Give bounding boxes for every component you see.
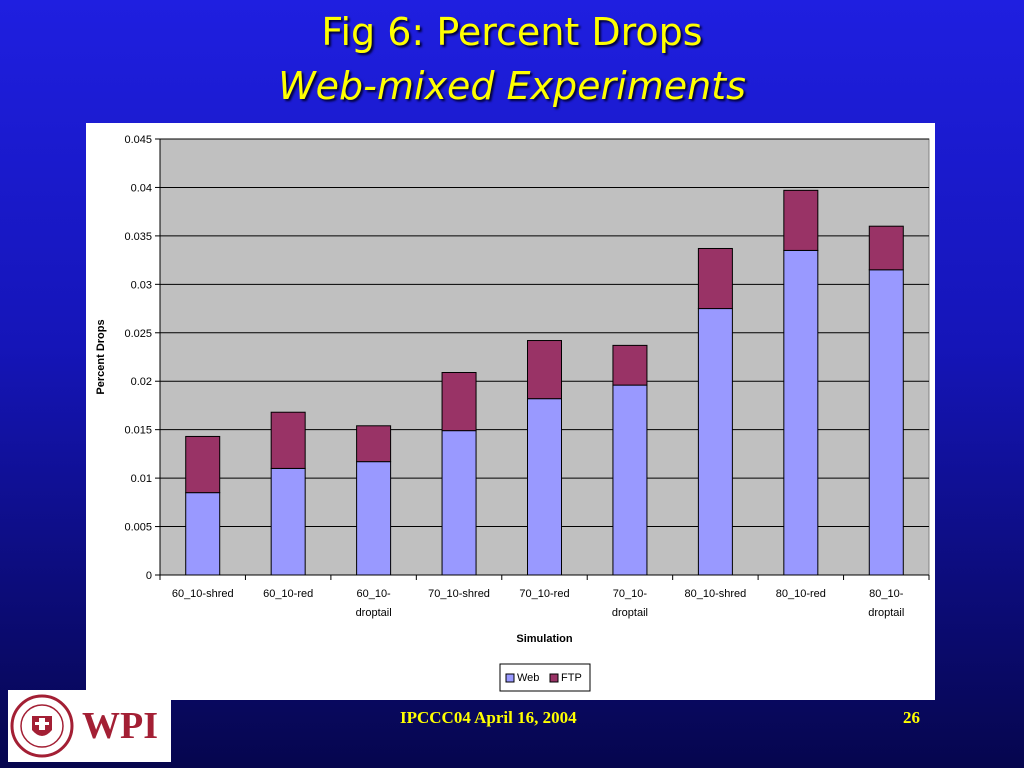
x-tick-label: 60_10-shred [172,588,234,600]
bar-web-0 [185,492,221,576]
bar-ftp-2 [356,425,392,463]
bar-ftp-5 [612,344,648,386]
page-number: 26 [903,708,920,727]
bar-ftp-1 [270,411,306,469]
y-tick-label: 0.005 [124,522,152,534]
y-tick-label: 0 [146,570,152,582]
slide-subtitle: Web-mixed Experiments [278,64,746,108]
y-tick-label: 0.03 [131,279,152,291]
bar-web-3 [441,430,477,576]
x-tick-label: 70_10-red [519,588,569,600]
legend-label-web: Web [517,672,539,684]
footer-conference: IPCCC04 April 16, 2004 [400,708,577,727]
legend-swatch-web [505,673,515,683]
bar-web-5 [612,384,648,576]
bar-web-6 [697,308,733,576]
bar-web-8 [868,269,904,576]
x-axis-title: Simulation [516,633,573,645]
wpi-logo: WPI [8,690,171,762]
y-tick-label: 0.04 [131,182,152,194]
y-tick-label: 0.045 [124,134,152,146]
legend-label-ftp: FTP [561,672,582,684]
x-tick-label: 60_10-red [263,588,313,600]
bar-web-1 [270,467,306,576]
x-tick-label: 80_10-red [776,588,826,600]
bar-ftp-8 [868,225,904,271]
x-tick-label: droptail [868,607,904,619]
bar-ftp-0 [185,435,221,494]
x-tick-label: 70_10- [613,588,648,600]
x-tick-label: droptail [356,607,392,619]
y-tick-label: 0.015 [124,425,152,437]
stacked-bar-chart: 0 0.005 0.01 0.015 0.02 0.025 0.03 0.035 0.04 0.0… [95,134,930,692]
y-tick-label: 0.01 [131,473,152,485]
x-tick-label: 70_10-shred [428,588,490,600]
chart-panel: 0 0.005 0.01 0.015 0.02 0.025 0.03 0.035 0.04 0.0… [86,123,935,700]
bar-ftp-3 [441,372,477,432]
slide-title: Fig 6: Percent Drops [321,10,703,54]
x-tick-label: 80_10-shred [684,588,746,600]
bar-ftp-6 [697,247,733,310]
legend-swatch-ftp [549,673,559,683]
x-tick-label: 60_10- [356,588,391,600]
bar-web-7 [783,249,819,576]
bar-ftp-4 [527,340,562,400]
wpi-wordmark: WPI [82,705,158,747]
bar-web-2 [356,461,392,576]
bar-web-4 [527,398,562,576]
bar-ftp-7 [783,189,819,251]
x-tick-label: 80_10- [869,588,904,600]
x-tick-label: droptail [612,607,648,619]
y-tick-label: 0.035 [124,231,152,243]
y-tick-label: 0.025 [124,328,152,340]
legend-box [499,663,591,692]
wpi-seal-icon [10,694,74,758]
y-axis-title: Percent Drops [95,319,107,394]
y-tick-label: 0.02 [131,376,152,388]
